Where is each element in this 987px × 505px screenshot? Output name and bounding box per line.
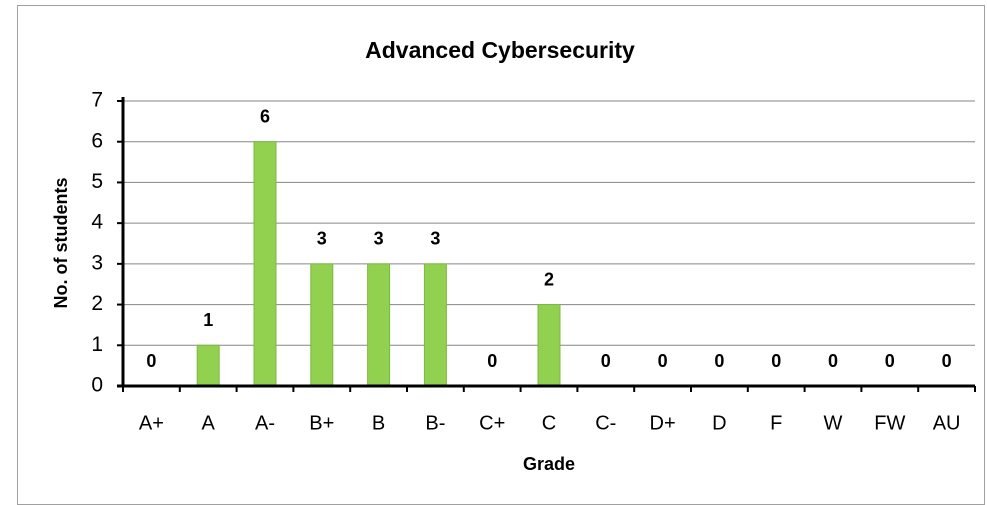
y-tick-label: 7 xyxy=(91,89,103,112)
x-tick-label: C- xyxy=(595,412,616,434)
x-tick-label: C xyxy=(542,412,556,434)
value-label: 0 xyxy=(601,351,611,371)
value-label: 0 xyxy=(714,351,724,371)
value-label: 0 xyxy=(828,351,838,371)
y-tick-label: 4 xyxy=(91,211,103,234)
y-tick-label: 6 xyxy=(91,129,103,152)
y-axis-label: No. of students xyxy=(51,178,71,309)
y-tick-label: 0 xyxy=(91,374,103,397)
x-tick-label: D+ xyxy=(650,412,676,434)
bar xyxy=(310,263,334,387)
value-label: 0 xyxy=(487,351,497,371)
value-label: 6 xyxy=(260,106,270,126)
x-tick-label: AU xyxy=(933,412,961,434)
y-tick-label: 3 xyxy=(91,251,103,274)
x-tick-label: A xyxy=(202,412,216,434)
bar xyxy=(367,263,391,387)
value-label: 0 xyxy=(658,351,668,371)
bar xyxy=(196,344,220,387)
y-tick-label: 1 xyxy=(91,333,103,356)
value-label: 0 xyxy=(146,351,156,371)
bar xyxy=(253,141,277,387)
x-tick-label: F xyxy=(770,412,782,434)
value-label: 0 xyxy=(942,351,952,371)
x-tick-label: B+ xyxy=(309,412,334,434)
value-label: 3 xyxy=(430,229,440,249)
x-tick-label: C+ xyxy=(479,412,505,434)
x-tick-label: W xyxy=(824,412,843,434)
x-tick-label: B xyxy=(372,412,385,434)
x-tick-label: FW xyxy=(874,412,905,434)
chart-border xyxy=(17,5,985,505)
value-label: 0 xyxy=(885,351,895,371)
chart-title: Advanced Cybersecurity xyxy=(365,37,635,63)
value-label: 3 xyxy=(317,229,327,249)
bar xyxy=(537,304,561,387)
value-label: 2 xyxy=(544,269,554,289)
bar xyxy=(423,263,447,387)
y-tick-label: 2 xyxy=(91,292,103,315)
x-axis-label: Grade xyxy=(523,454,575,474)
x-tick-label: A- xyxy=(255,412,275,434)
x-tick-label: D xyxy=(712,412,726,434)
value-label: 3 xyxy=(374,229,384,249)
value-label: 0 xyxy=(771,351,781,371)
x-tick-label: B- xyxy=(425,412,445,434)
value-label: 1 xyxy=(203,310,213,330)
y-tick-label: 5 xyxy=(91,170,103,193)
x-tick-label: A+ xyxy=(139,412,164,434)
